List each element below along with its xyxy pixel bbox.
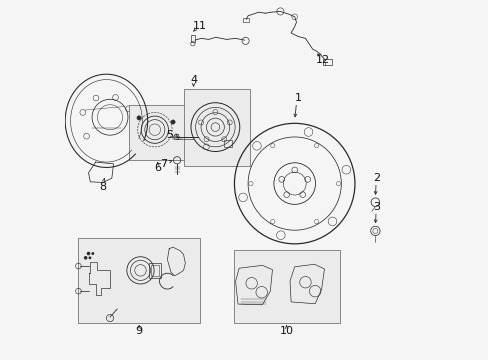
Circle shape (91, 252, 94, 255)
Text: 6: 6 (154, 163, 161, 173)
Text: 1: 1 (294, 93, 301, 103)
Circle shape (86, 252, 90, 255)
Text: 7: 7 (160, 159, 167, 169)
Text: 10: 10 (279, 326, 293, 336)
Text: 9: 9 (135, 326, 142, 336)
Text: 11: 11 (192, 21, 206, 31)
Circle shape (83, 256, 87, 260)
Text: 8: 8 (99, 182, 106, 192)
Bar (151, 265, 159, 276)
Text: 5: 5 (165, 130, 172, 140)
Bar (183, 89, 249, 166)
Bar (149, 263, 161, 278)
Text: 2: 2 (373, 173, 380, 183)
Bar (233, 250, 339, 323)
Circle shape (137, 116, 141, 120)
Bar (78, 238, 200, 323)
Text: 4: 4 (190, 75, 197, 85)
Circle shape (88, 256, 91, 259)
Text: 3: 3 (373, 202, 380, 212)
Bar (129, 105, 186, 160)
Circle shape (170, 120, 175, 124)
Bar (323, 59, 332, 65)
Bar (190, 36, 195, 42)
Text: 12: 12 (315, 55, 329, 65)
Bar (224, 140, 231, 147)
Bar (242, 18, 249, 22)
